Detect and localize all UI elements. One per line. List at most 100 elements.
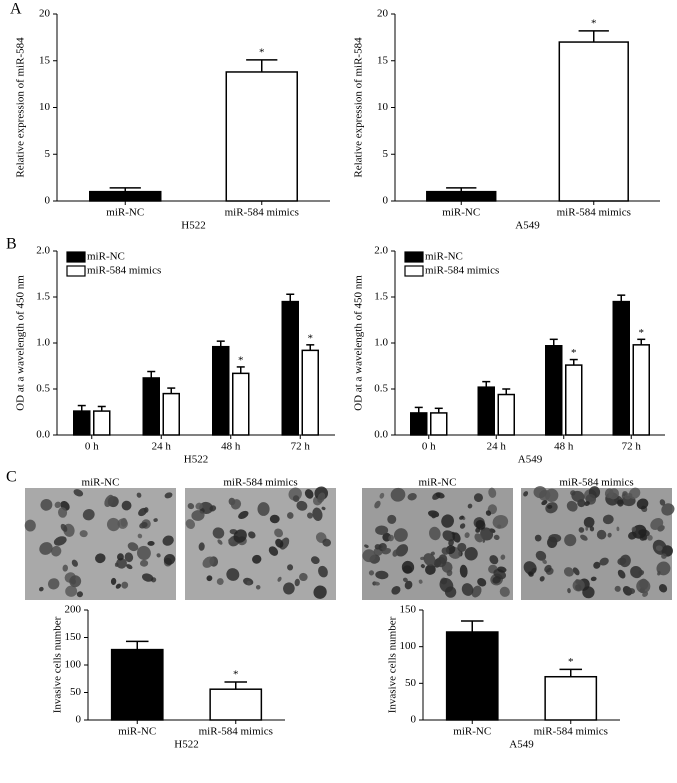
cell <box>435 556 447 568</box>
y-tick-label: 5 <box>383 148 389 160</box>
cell <box>499 586 510 597</box>
significance-label: * <box>591 17 597 29</box>
bar <box>142 377 160 436</box>
cell <box>71 559 78 567</box>
cell <box>230 499 242 510</box>
cell <box>599 557 609 566</box>
x-tick-label: miR-NC <box>453 726 491 738</box>
cell <box>255 585 261 590</box>
cell <box>636 579 651 594</box>
cell <box>547 504 553 509</box>
cell <box>480 527 494 541</box>
cell <box>126 564 133 570</box>
cell <box>471 585 482 598</box>
cell <box>461 583 474 596</box>
significance-label: * <box>571 347 577 359</box>
cell <box>40 498 53 511</box>
cell <box>658 584 668 593</box>
micrograph-label: miR-NC <box>419 477 457 489</box>
cell <box>228 538 234 543</box>
y-tick-label: 20 <box>39 8 51 20</box>
x-axis-title: A549 <box>515 220 540 232</box>
bar <box>544 675 598 721</box>
cell <box>655 545 663 551</box>
cell <box>287 564 294 571</box>
cell <box>185 519 196 529</box>
cell <box>39 542 53 555</box>
cell <box>217 539 223 545</box>
cell <box>467 503 473 509</box>
cell <box>630 565 643 579</box>
bar <box>93 410 111 436</box>
cell <box>233 529 247 543</box>
cell <box>292 495 300 502</box>
cell <box>392 549 399 557</box>
cell <box>439 577 454 593</box>
y-axis-label: Invasive cells number <box>52 616 64 713</box>
x-axis-title: H522 <box>174 739 198 751</box>
legend-swatch <box>66 265 86 277</box>
panel-label: A <box>10 1 22 18</box>
bar <box>162 392 180 436</box>
micrograph-label: miR-NC <box>82 477 120 489</box>
cell <box>388 534 394 542</box>
cell <box>391 585 401 595</box>
cell <box>563 567 574 577</box>
cell <box>38 586 44 592</box>
y-tick-label: 20 <box>377 8 389 20</box>
cell <box>310 556 320 565</box>
micrograph-background <box>362 488 513 600</box>
y-tick-label: 0.5 <box>36 383 50 395</box>
y-tick-label: 15 <box>377 54 389 66</box>
x-tick-label: 72 h <box>622 441 642 453</box>
cell <box>248 531 256 539</box>
y-axis-label: Relative expression of miR-584 <box>353 37 365 178</box>
micrograph-label: miR-584 mimics <box>223 477 297 489</box>
bar <box>632 344 650 436</box>
cell <box>617 499 624 507</box>
micrograph-label: miR-584 mimics <box>559 477 633 489</box>
cell <box>137 533 143 539</box>
cell <box>163 553 176 565</box>
cell <box>381 548 392 555</box>
cell <box>435 492 445 499</box>
cell <box>47 578 60 590</box>
cell <box>313 585 327 599</box>
micrograph <box>521 486 675 600</box>
y-tick-label: 2.0 <box>36 245 50 257</box>
panel-label: B <box>6 236 17 253</box>
cell <box>459 564 468 578</box>
y-tick-label: 1.0 <box>374 337 388 349</box>
cell <box>121 500 132 511</box>
cell <box>585 526 589 531</box>
cell <box>393 528 408 542</box>
cell <box>571 490 585 503</box>
bar <box>301 349 319 436</box>
x-tick-label: 0 h <box>422 441 436 453</box>
cell <box>464 532 470 538</box>
cell <box>139 559 149 567</box>
cell <box>62 564 68 572</box>
micrograph <box>185 486 336 600</box>
legend-swatch <box>404 251 424 263</box>
cell <box>115 583 122 589</box>
cell <box>212 527 225 539</box>
significance-label: * <box>308 332 314 344</box>
cell <box>206 575 213 582</box>
cell <box>624 493 633 500</box>
cell <box>275 538 284 548</box>
significance-label: * <box>259 46 265 58</box>
x-tick-label: miR-584 mimics <box>557 207 631 219</box>
cell <box>489 555 499 565</box>
y-tick-label: 5 <box>45 148 51 160</box>
cell <box>636 498 649 510</box>
bar <box>565 364 583 436</box>
cell <box>54 501 62 509</box>
cell <box>548 533 562 543</box>
cell <box>60 523 68 532</box>
cell <box>287 512 294 519</box>
y-tick-label: 0 <box>383 195 389 207</box>
cell <box>583 516 595 528</box>
cell <box>477 577 487 587</box>
